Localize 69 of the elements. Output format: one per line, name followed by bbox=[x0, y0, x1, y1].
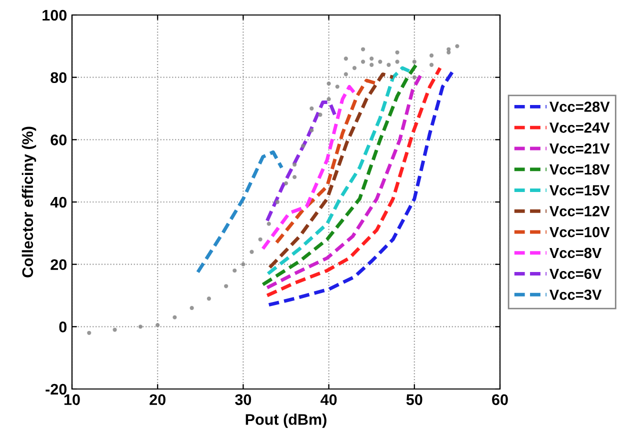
x-tick-label: 40 bbox=[320, 394, 337, 406]
legend-label: Vcc=15V bbox=[549, 185, 610, 196]
point bbox=[446, 47, 451, 52]
point bbox=[352, 66, 357, 70]
y-tick-label: 80 bbox=[50, 72, 67, 84]
x-tick-label: 20 bbox=[150, 394, 166, 406]
point bbox=[156, 323, 160, 328]
point bbox=[360, 47, 366, 52]
point bbox=[224, 284, 228, 288]
x-tick-label: 50 bbox=[406, 394, 422, 406]
x-tick-label: 10 bbox=[64, 394, 80, 406]
point bbox=[301, 144, 306, 148]
line-series bbox=[268, 72, 395, 270]
point bbox=[87, 330, 92, 335]
legend-label: Vcc=28V bbox=[549, 102, 610, 112]
point bbox=[386, 62, 391, 67]
point bbox=[241, 262, 246, 266]
point bbox=[344, 72, 348, 76]
point bbox=[190, 306, 194, 310]
point bbox=[412, 60, 416, 64]
point bbox=[112, 328, 117, 332]
point bbox=[275, 200, 280, 204]
point bbox=[395, 50, 400, 54]
y-tick-label: 0 bbox=[59, 322, 67, 332]
y-axis-title: Collector efficiny (%) bbox=[22, 126, 36, 278]
y-tick-label: -20 bbox=[46, 384, 67, 395]
point bbox=[258, 237, 262, 242]
point bbox=[172, 315, 177, 320]
point bbox=[412, 75, 416, 80]
point bbox=[232, 268, 237, 273]
point bbox=[429, 62, 434, 67]
point bbox=[138, 324, 143, 329]
point bbox=[360, 60, 366, 64]
point bbox=[370, 62, 374, 67]
point bbox=[318, 112, 322, 117]
legend-label: Vcc=6V bbox=[549, 268, 602, 280]
point bbox=[335, 84, 340, 89]
y-tick-label: 100 bbox=[42, 10, 67, 21]
point bbox=[429, 53, 434, 58]
point bbox=[378, 60, 382, 64]
legend-label: Vcc=18V bbox=[549, 164, 610, 175]
y-tick-label: 40 bbox=[50, 196, 67, 208]
point bbox=[292, 162, 297, 167]
point bbox=[395, 60, 400, 64]
point bbox=[310, 128, 314, 132]
legend-label: Vcc=24V bbox=[549, 122, 610, 133]
point bbox=[455, 44, 460, 48]
y-tick-label: 60 bbox=[50, 134, 67, 146]
y-tick-label: 20 bbox=[50, 259, 67, 270]
point bbox=[326, 97, 331, 102]
point bbox=[250, 250, 254, 254]
legend-label: Vcc=8V bbox=[549, 248, 602, 258]
point bbox=[284, 181, 288, 186]
legend-label: Vcc=3V bbox=[549, 290, 602, 300]
x-tick-label: 30 bbox=[235, 394, 252, 406]
legend-label: Vcc=10V bbox=[549, 226, 610, 238]
line-series bbox=[196, 150, 284, 274]
point bbox=[344, 56, 348, 61]
point bbox=[310, 106, 314, 111]
point bbox=[206, 296, 212, 301]
point bbox=[370, 56, 374, 61]
x-axis-title: Pout (dBm) bbox=[246, 414, 326, 428]
point bbox=[292, 174, 297, 180]
legend-label: Vcc=12V bbox=[549, 206, 610, 216]
legend-label: Vcc=21V bbox=[549, 143, 610, 154]
x-tick-label: 60 bbox=[492, 394, 508, 406]
point bbox=[446, 50, 451, 54]
point bbox=[326, 81, 331, 86]
point bbox=[266, 222, 271, 226]
